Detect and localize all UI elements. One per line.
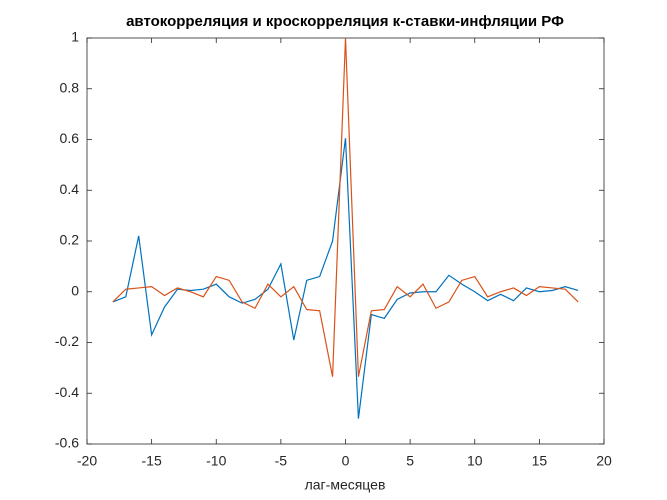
x-axis-label: лаг-месяцев — [305, 477, 386, 493]
y-tick-label: 0.8 — [60, 79, 80, 95]
y-tick-label: 0.6 — [60, 130, 80, 146]
x-tick-label: -20 — [77, 453, 97, 469]
y-tick-label: 0.4 — [60, 181, 80, 197]
chart-title: автокорреляция и кроскорреляция к-ставки… — [126, 13, 564, 30]
y-tick-label: 0 — [71, 282, 79, 298]
x-tick-label: 5 — [406, 453, 414, 469]
y-tick-label: 0.2 — [60, 232, 80, 248]
x-tick-label: 15 — [532, 453, 548, 469]
y-tick-label: 1 — [71, 29, 79, 45]
y-tick-label: -0.6 — [55, 435, 79, 451]
series-line — [112, 37, 579, 377]
y-tick-label: -0.2 — [55, 333, 79, 349]
x-tick-label: -10 — [206, 453, 226, 469]
series-line — [112, 138, 579, 419]
x-tick-label: -15 — [142, 453, 162, 469]
x-tick-label: 20 — [596, 453, 612, 469]
x-tick-label: 10 — [467, 453, 483, 469]
x-tick-label: -5 — [275, 453, 288, 469]
x-tick-label: 0 — [342, 453, 350, 469]
y-tick-label: -0.4 — [55, 384, 79, 400]
